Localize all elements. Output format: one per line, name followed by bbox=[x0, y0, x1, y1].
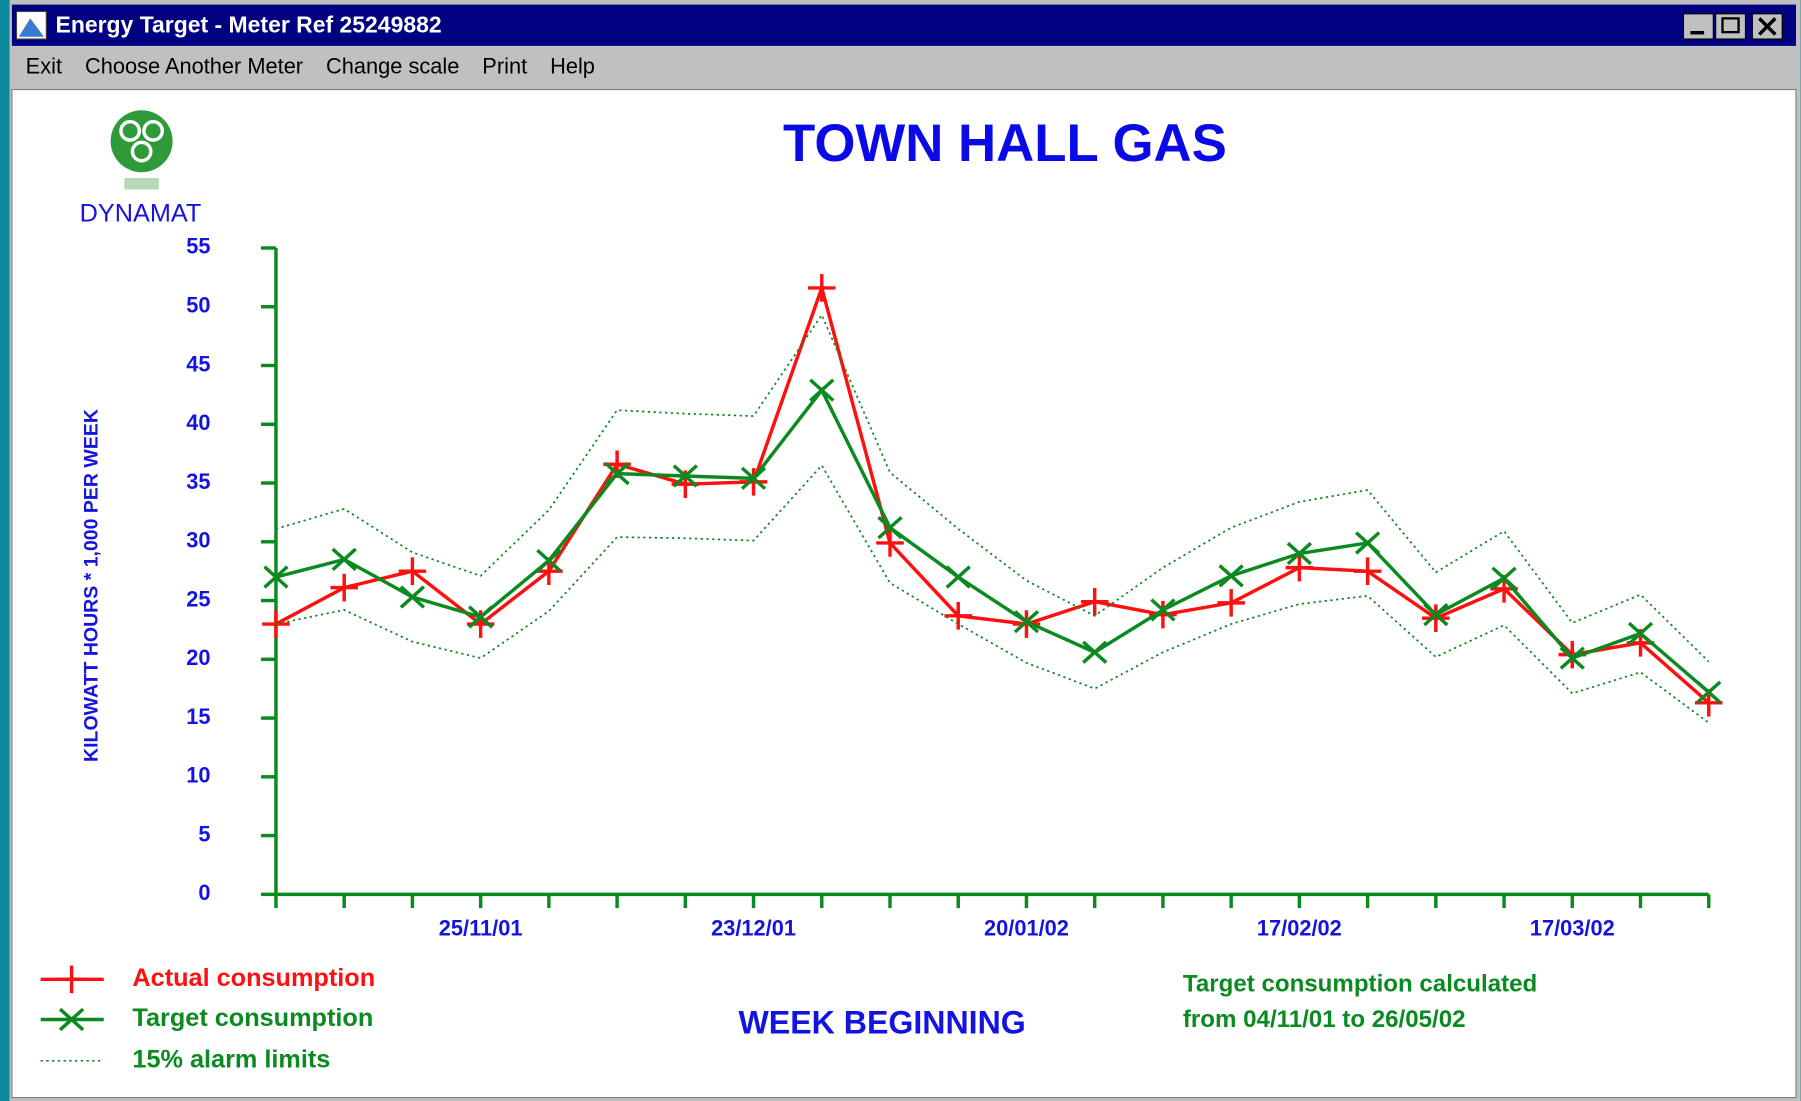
menu-item[interactable]: Help bbox=[550, 54, 595, 79]
series-line bbox=[275, 386, 1710, 694]
data-point bbox=[876, 529, 904, 557]
data-point bbox=[807, 274, 836, 302]
note-line: Target consumption calculated bbox=[1183, 970, 1537, 997]
alarm-limit-upper bbox=[275, 313, 1710, 663]
x-tick-label: 17/03/02 bbox=[1530, 916, 1615, 941]
y-tick-label: 5 bbox=[198, 821, 210, 846]
x-axis-label: WEEK BEGINNING bbox=[738, 1005, 1025, 1041]
logo-petal bbox=[130, 140, 153, 163]
data-point bbox=[944, 602, 973, 630]
y-tick-label: 25 bbox=[186, 586, 210, 611]
x-tick-label: 25/11/01 bbox=[439, 916, 523, 941]
x-tick-label: 23/12/01 bbox=[711, 916, 796, 941]
data-point bbox=[809, 378, 835, 402]
data-point bbox=[604, 462, 630, 486]
window-title: Energy Target - Meter Ref 25249882 bbox=[56, 11, 442, 37]
data-point bbox=[331, 547, 357, 572]
data-point bbox=[263, 565, 289, 589]
data-point bbox=[1217, 589, 1245, 617]
data-point bbox=[468, 605, 494, 629]
y-axis-label: KILOWATT HOURS * 1,000 PER WEEK bbox=[80, 409, 102, 762]
y-tick-label: 30 bbox=[186, 528, 210, 553]
data-point bbox=[1218, 564, 1244, 588]
window-controls bbox=[1682, 13, 1783, 40]
close-button[interactable] bbox=[1751, 13, 1783, 40]
minimize-glyph bbox=[1690, 30, 1705, 35]
data-point bbox=[1150, 598, 1176, 622]
data-point bbox=[398, 557, 427, 585]
logo-text: DYNAMAT bbox=[80, 199, 202, 227]
data-point bbox=[1423, 603, 1449, 627]
maximize-glyph bbox=[1721, 17, 1740, 34]
data-point bbox=[1080, 587, 1109, 616]
menu-item[interactable]: Choose Another Meter bbox=[85, 54, 303, 79]
menu-bar bbox=[11, 45, 1796, 90]
data-point bbox=[536, 548, 562, 573]
logo-petal bbox=[119, 119, 142, 142]
data-point bbox=[1353, 557, 1382, 585]
legend-label: 15% alarm limits bbox=[132, 1045, 330, 1073]
data-point bbox=[1354, 531, 1381, 555]
content-area bbox=[11, 88, 1797, 1099]
data-point bbox=[330, 573, 358, 602]
series-line bbox=[275, 282, 1710, 705]
y-tick-label: 50 bbox=[186, 293, 210, 318]
legend-marker bbox=[57, 965, 86, 994]
menu: Exit Choose Another Meter Change scale Prin… bbox=[26, 54, 595, 79]
data-point bbox=[1285, 553, 1314, 582]
alarm-limit-lower bbox=[275, 463, 1710, 724]
legend-label: Actual consumption bbox=[132, 964, 375, 992]
y-tick-label: 45 bbox=[186, 351, 210, 376]
y-tick-label: 0 bbox=[198, 880, 210, 905]
x-tick-label: 20/01/02 bbox=[984, 916, 1069, 941]
data-point bbox=[262, 610, 290, 638]
logo bbox=[110, 110, 173, 190]
x-tick-label: 17/02/02 bbox=[1257, 916, 1342, 941]
data-point bbox=[1286, 541, 1313, 566]
menu-item[interactable]: Exit bbox=[26, 54, 62, 79]
legend-label: Target consumption bbox=[132, 1004, 373, 1032]
data-point bbox=[739, 468, 768, 496]
data-point bbox=[945, 565, 971, 589]
y-tick-label: 40 bbox=[186, 410, 210, 435]
note-line: from 04/11/01 to 26/05/02 bbox=[1183, 1006, 1466, 1033]
y-tick-label: 10 bbox=[186, 763, 210, 788]
minimize-button[interactable] bbox=[1682, 13, 1714, 40]
data-point bbox=[1627, 621, 1654, 646]
y-tick-label: 20 bbox=[186, 645, 210, 670]
chart-title: TOWN HALL GAS bbox=[783, 114, 1227, 173]
y-tick-label: 35 bbox=[186, 469, 210, 494]
data-point bbox=[399, 585, 426, 609]
y-tick-label: 55 bbox=[186, 234, 210, 259]
close-glyph bbox=[1758, 17, 1777, 36]
logo-petal bbox=[142, 119, 165, 142]
app-icon-glyph bbox=[18, 18, 45, 37]
y-tick-label: 15 bbox=[186, 704, 210, 729]
data-point bbox=[672, 464, 698, 488]
data-point bbox=[1082, 640, 1108, 664]
data-point bbox=[1696, 680, 1722, 704]
data-point bbox=[877, 516, 903, 540]
data-point bbox=[1491, 566, 1517, 590]
data-point bbox=[1559, 646, 1585, 670]
logo-caption bbox=[124, 177, 159, 190]
title-bar bbox=[11, 4, 1796, 46]
menu-item[interactable]: Print bbox=[482, 54, 527, 79]
plot: 0 5 10 15 20 25 30 35 40 45 50 55 25/11/01 23/12/01 20… bbox=[40, 234, 1723, 1073]
data-point bbox=[740, 466, 767, 490]
menu-item[interactable]: Change scale bbox=[326, 54, 459, 79]
legend-marker bbox=[58, 1007, 85, 1032]
data-point bbox=[1422, 604, 1450, 632]
data-point bbox=[1013, 610, 1040, 634]
